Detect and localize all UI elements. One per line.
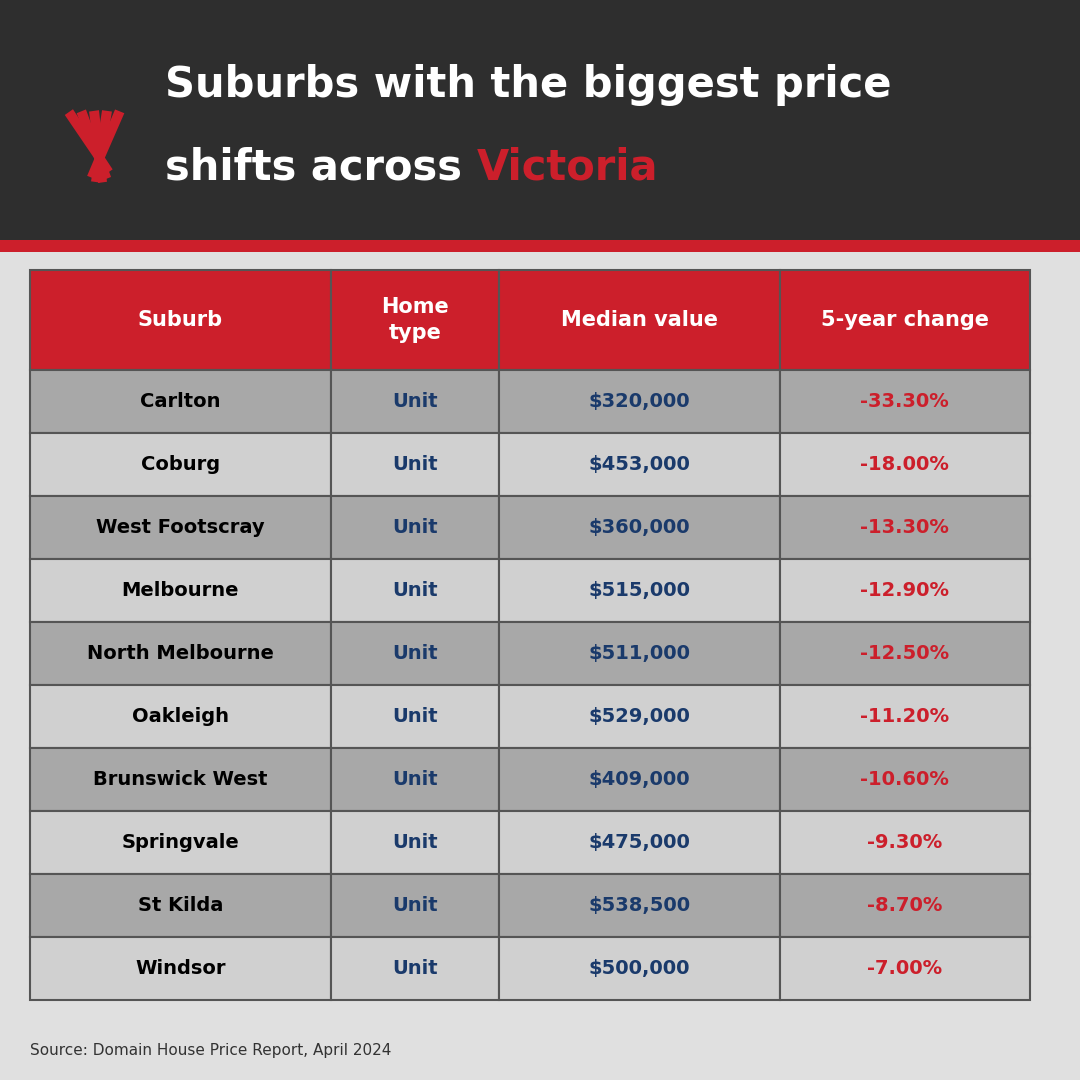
Text: Home
type: Home type (381, 297, 449, 343)
Polygon shape (87, 109, 124, 179)
Bar (499, 685, 780, 748)
Bar (780, 559, 1029, 622)
Bar (780, 622, 1029, 685)
Bar (330, 622, 499, 685)
Bar (499, 874, 780, 937)
Text: Unit: Unit (392, 644, 437, 663)
Text: Suburbs with the biggest price: Suburbs with the biggest price (165, 64, 891, 106)
Text: -9.30%: -9.30% (867, 833, 942, 852)
Polygon shape (65, 109, 112, 175)
Text: $515,000: $515,000 (589, 581, 690, 600)
Text: -12.90%: -12.90% (860, 581, 949, 600)
Text: Unit: Unit (392, 518, 437, 537)
Polygon shape (89, 110, 107, 183)
Bar (780, 685, 1029, 748)
Text: shifts across: shifts across (165, 147, 476, 189)
Text: $500,000: $500,000 (589, 959, 690, 978)
Bar (780, 496, 1029, 559)
Bar (30, 811, 330, 874)
Text: Springvale: Springvale (122, 833, 240, 852)
Bar (780, 370, 1029, 433)
Text: Coburg: Coburg (140, 455, 220, 474)
Bar (30, 559, 330, 622)
Text: Victoria: Victoria (476, 147, 658, 189)
Bar (330, 874, 499, 937)
Text: Unit: Unit (392, 392, 437, 411)
Bar (330, 559, 499, 622)
Text: $529,000: $529,000 (589, 707, 690, 726)
Polygon shape (91, 110, 112, 183)
Text: -18.00%: -18.00% (860, 455, 949, 474)
Text: Melbourne: Melbourne (122, 581, 239, 600)
Bar (30, 496, 330, 559)
Text: -7.00%: -7.00% (867, 959, 942, 978)
Text: $320,000: $320,000 (589, 392, 690, 411)
Bar (780, 748, 1029, 811)
Bar (499, 622, 780, 685)
Bar (330, 685, 499, 748)
Text: -13.30%: -13.30% (860, 518, 949, 537)
Text: Unit: Unit (392, 770, 437, 789)
Text: $409,000: $409,000 (589, 770, 690, 789)
Text: Unit: Unit (392, 833, 437, 852)
Text: -12.50%: -12.50% (860, 644, 949, 663)
Text: 5-year change: 5-year change (821, 310, 988, 330)
Bar (780, 874, 1029, 937)
Bar (30, 370, 330, 433)
Bar (30, 937, 330, 1000)
Bar (499, 748, 780, 811)
Bar (499, 937, 780, 1000)
Bar (0, 0, 1080, 240)
Bar (330, 937, 499, 1000)
Polygon shape (77, 109, 111, 180)
Bar (499, 370, 780, 433)
Bar (330, 811, 499, 874)
Text: -8.70%: -8.70% (867, 896, 943, 915)
Text: Suburb: Suburb (138, 310, 222, 330)
Text: -11.20%: -11.20% (860, 707, 949, 726)
Bar (499, 811, 780, 874)
Bar (780, 937, 1029, 1000)
Bar (30, 685, 330, 748)
Bar (330, 433, 499, 496)
Text: Unit: Unit (392, 455, 437, 474)
Text: St Kilda: St Kilda (138, 896, 224, 915)
Text: -10.60%: -10.60% (860, 770, 949, 789)
Bar (30, 433, 330, 496)
Text: $360,000: $360,000 (589, 518, 690, 537)
Bar (30, 622, 330, 685)
Bar (330, 496, 499, 559)
Bar (0, 240, 1080, 252)
Bar (499, 270, 780, 370)
Bar (780, 270, 1029, 370)
Bar (30, 270, 330, 370)
Text: $511,000: $511,000 (589, 644, 690, 663)
Text: Windsor: Windsor (135, 959, 226, 978)
Bar (30, 874, 330, 937)
Text: Brunswick West: Brunswick West (93, 770, 268, 789)
Text: Unit: Unit (392, 707, 437, 726)
Bar (780, 433, 1029, 496)
Bar (499, 559, 780, 622)
Text: $475,000: $475,000 (589, 833, 690, 852)
Text: $538,500: $538,500 (589, 896, 690, 915)
Text: $453,000: $453,000 (589, 455, 690, 474)
Bar (30, 748, 330, 811)
Bar (499, 433, 780, 496)
Text: -33.30%: -33.30% (861, 392, 949, 411)
Text: Unit: Unit (392, 896, 437, 915)
Bar (330, 370, 499, 433)
Text: Unit: Unit (392, 959, 437, 978)
Bar (330, 748, 499, 811)
Text: Oakleigh: Oakleigh (132, 707, 229, 726)
Bar (499, 496, 780, 559)
Text: Median value: Median value (561, 310, 718, 330)
Text: Carlton: Carlton (140, 392, 220, 411)
Text: Source: Domain House Price Report, April 2024: Source: Domain House Price Report, April… (30, 1042, 391, 1057)
Bar (330, 270, 499, 370)
Text: West Footscray: West Footscray (96, 518, 265, 537)
Bar (780, 811, 1029, 874)
Text: Unit: Unit (392, 581, 437, 600)
Text: North Melbourne: North Melbourne (87, 644, 274, 663)
